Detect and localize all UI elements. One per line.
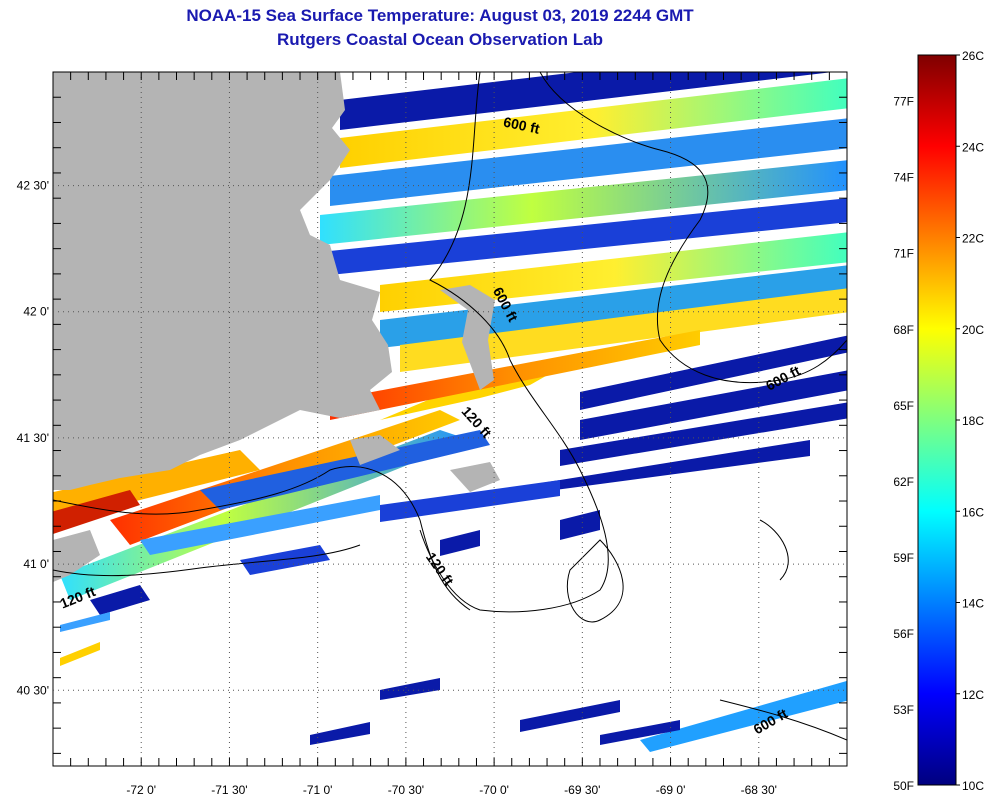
colorbar-fahrenheit-label: 59F: [893, 551, 914, 565]
lon-tick-label: -69 0': [656, 783, 686, 797]
lat-tick-label: 41 30': [17, 431, 49, 445]
colorbar-fahrenheit-label: 71F: [893, 247, 914, 261]
lat-tick-label: 41 0': [23, 557, 49, 571]
colorbar-labels: 26C 24C 22C 20C 18C 16C 14C 12C 10C 77F 74F 71F 68F 6…: [893, 49, 984, 793]
colorbar-fahrenheit-label: 74F: [893, 171, 914, 185]
colorbar-celsius-label: 12C: [962, 688, 984, 702]
colorbar-celsius-label: 14C: [962, 597, 984, 611]
lat-tick-label: 40 30': [17, 683, 49, 697]
colorbar-fahrenheit-label: 65F: [893, 399, 914, 413]
lon-tick-label: -68 30': [741, 783, 777, 797]
colorbar-fahrenheit-label: 62F: [893, 475, 914, 489]
colorbar-celsius-label: 20C: [962, 323, 984, 337]
map-subtitle: Rutgers Coastal Ocean Observation Lab: [277, 30, 603, 49]
colorbar-fahrenheit-label: 68F: [893, 323, 914, 337]
lon-tick-label: -72 0': [126, 783, 156, 797]
map-title: NOAA-15 Sea Surface Temperature: August …: [186, 6, 694, 25]
colorbar-fahrenheit-label: 56F: [893, 627, 914, 641]
map-plot-area: [53, 72, 847, 766]
colorbar-celsius-label: 22C: [962, 232, 984, 246]
lon-tick-label: -69 30': [564, 783, 600, 797]
colorbar-celsius-label: 26C: [962, 49, 984, 63]
lon-tick-label: -70 0': [479, 783, 509, 797]
sst-swaths: [53, 72, 847, 752]
contour-label: 600 ft: [502, 114, 541, 137]
colorbar-fahrenheit-label: 77F: [893, 95, 914, 109]
colorbar-celsius-label: 10C: [962, 779, 984, 793]
colorbar-gradient: [917, 54, 957, 786]
lon-tick-label: -70 30': [388, 783, 424, 797]
lat-tick-label: 42 0': [23, 305, 49, 319]
lon-tick-label: -71 0': [303, 783, 333, 797]
axis-ticks: -72 0' -71 30' -71 0' -70 30' -70 0' -69 30' -…: [17, 71, 848, 797]
bathymetry-contours: [53, 72, 847, 741]
colorbar-celsius-label: 24C: [962, 140, 984, 154]
map-frame: [52, 71, 848, 767]
colorbar-celsius-label: 18C: [962, 414, 984, 428]
lat-tick-label: 42 30': [17, 179, 49, 193]
graticule: [53, 72, 847, 766]
colorbar-celsius-label: 16C: [962, 505, 984, 519]
colorbar-fahrenheit-label: 53F: [893, 703, 914, 717]
lon-tick-label: -71 30': [211, 783, 247, 797]
colorbar-fahrenheit-label: 50F: [893, 779, 914, 793]
land: [53, 72, 500, 582]
